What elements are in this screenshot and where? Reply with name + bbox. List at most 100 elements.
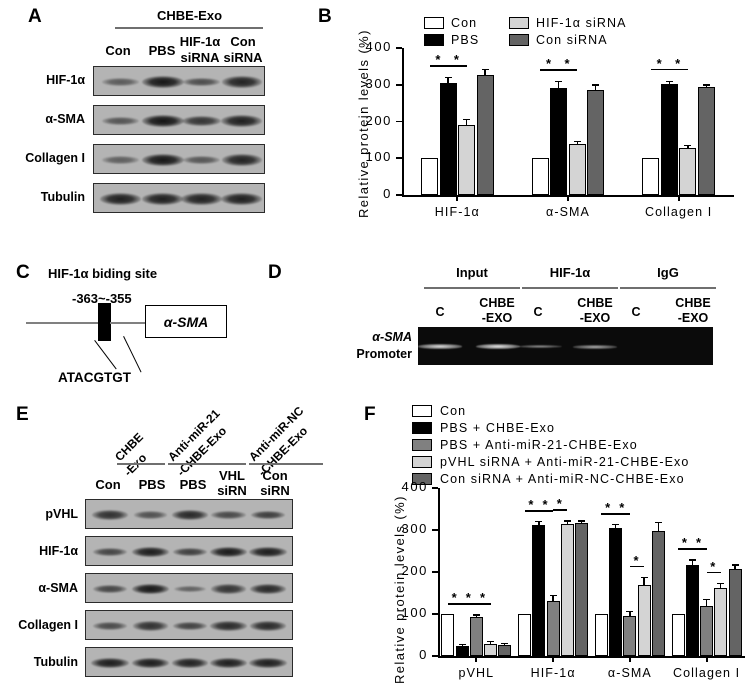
panel-d-group-rule-1 <box>522 287 618 289</box>
panel-b-sig-line-2-1 <box>669 68 688 71</box>
panel-a-blot-bands-1 <box>94 106 264 134</box>
panel-e-band-r0-l2 <box>171 510 209 520</box>
panel-b-xtick-label-2: Collagen I <box>645 205 713 219</box>
panel-b-y-axis <box>402 48 404 195</box>
panel-f-errorbar-3-4 <box>734 564 736 570</box>
panel-f-ytick-4 <box>432 487 438 489</box>
panel-f-sig-star-3-0: * <box>681 535 687 551</box>
panel-e-band-r1-l4 <box>249 546 287 558</box>
panel-f-ytick-label-2: 200 <box>401 563 428 578</box>
panel-b-errorcap-2-1 <box>665 80 673 82</box>
panel-b-ytick-label-0: 0 <box>383 186 392 201</box>
panel-e-lane-label-0: Con <box>95 477 121 492</box>
panel-e-band-r2-l4 <box>249 584 287 594</box>
panel-f-errorcap-3-2 <box>703 598 711 601</box>
panel-f-legend-item-0: Con <box>412 404 466 418</box>
panel-d-gel <box>418 327 713 365</box>
panel-c-binding-site-box <box>98 303 111 341</box>
panel-d-lane-label-3-line2: -EXO <box>579 311 611 325</box>
panel-f-legend-swatch-2 <box>412 439 432 451</box>
panel-c-leader-left <box>93 340 117 370</box>
panel-b-bar-1-0 <box>531 158 549 195</box>
panel-f-errorbar-1-2 <box>552 594 554 601</box>
panel-f-errorbar-1-4 <box>580 520 583 524</box>
panel-f-sig-star-3-1: * <box>696 535 702 551</box>
panel-a-lane-label-2-line2: siRNA <box>180 50 220 65</box>
panel-f-sig-line-3-1 <box>692 548 707 550</box>
panel-e-band-r3-l1 <box>132 621 169 631</box>
panel-e-blot-3 <box>85 610 293 640</box>
panel-f-bar-1-4 <box>575 523 589 656</box>
panel-b-sig-line-0-1 <box>448 65 467 67</box>
panel-b-errorbar-1-3 <box>595 84 597 90</box>
panel-a-band-r3-l3 <box>221 193 263 205</box>
panel-f-legend-item-3: pVHL siRNA + Anti-miR-21-CHBE-Exo <box>412 455 689 469</box>
panel-e-band-r0-l0 <box>92 510 128 520</box>
panel-c-promoter-line-left <box>26 322 148 324</box>
panel-b-bar-1-1 <box>550 87 568 195</box>
panel-f-errorbar-0-2 <box>475 614 478 618</box>
panel-d-row-label-2: Promoter <box>356 347 412 361</box>
panel-f-bar-1-1 <box>532 524 546 656</box>
panel-e-lane-label-4: Con <box>262 468 288 483</box>
panel-d-lane-label-3: CHBE <box>577 296 613 310</box>
panel-e-blot-1 <box>85 536 293 566</box>
panel-f-xtick-0 <box>475 656 478 662</box>
panel-a-lane-label-0: Con <box>105 43 131 58</box>
panel-c-gene-box: α-SMA <box>145 305 227 338</box>
panel-f-legend-item-4: Con siRNA + Anti-miR-NC-CHBE-Exo <box>412 472 685 486</box>
panel-c-promoter-line-right <box>110 322 145 324</box>
panel-b-ytick-label-4: 400 <box>365 39 392 54</box>
panel-b-xtick-label-1: α-SMA <box>546 205 590 219</box>
panel-f-sig-star-2-0: * <box>605 500 611 516</box>
panel-b-ytick-3 <box>396 83 402 86</box>
panel-f-xtick-label-3: Collagen I <box>672 666 741 680</box>
panel-d-lane-label-1: CHBE <box>479 296 515 310</box>
panel-a-row-label-0: HIF-1α <box>46 73 85 87</box>
panel-e-blot-bands-3 <box>86 611 292 639</box>
panel-b-legend-swatch-2 <box>509 17 529 29</box>
panel-b-sig-star-2-1: * <box>675 55 681 71</box>
panel-e-lane-label-4-line2: siRN <box>260 483 290 498</box>
panel-f-sig-line-1-1 <box>538 510 554 512</box>
panel-f-ytick-0 <box>432 655 438 657</box>
panel-e-rule-2 <box>168 463 246 465</box>
panel-f-bar-0-0 <box>441 614 455 656</box>
panel-a-blot-3 <box>93 183 265 213</box>
panel-c-position-label: -363~-355 <box>72 291 132 306</box>
panel-b-y-axis-label: Relative protein levels (%) <box>356 29 371 218</box>
panel-e-row-label-2: α-SMA <box>38 581 78 595</box>
panel-f-bar-3-0 <box>671 614 685 656</box>
panel-f-legend-swatch-4 <box>412 473 432 485</box>
panel-f-errorcap-0-1 <box>458 643 466 646</box>
panel-b-sig-star-1-1: * <box>564 56 570 72</box>
panel-a-blot-bands-0 <box>94 67 264 95</box>
panel-f-legend-label-0: Con <box>440 404 467 418</box>
panel-a-band-r3-l1 <box>142 193 184 205</box>
panel-e-band-r4-l3 <box>209 657 247 669</box>
panel-f-errorcap-3-1 <box>688 559 696 561</box>
panel-f-legend-swatch-1 <box>412 422 432 434</box>
panel-f-sig-star-1-2: * <box>556 496 562 512</box>
panel-a-blot-bands-2 <box>94 145 264 173</box>
panel-f-sig-star-3-2: * <box>710 558 716 574</box>
panel-b-legend-swatch-1 <box>424 34 444 46</box>
panel-f-errorcap-1-3 <box>563 520 571 522</box>
panel-f-sig-star-0-2: * <box>479 590 486 606</box>
panel-b-legend-label-1: PBS <box>451 33 480 47</box>
panel-d-group-rule-2 <box>620 287 716 289</box>
panel-e-band-r4-l2 <box>171 657 209 669</box>
panel-a-band-r0-l1 <box>142 75 184 89</box>
panel-b-bar-2-3 <box>697 86 715 195</box>
panel-f-sig-star-0-1: * <box>465 590 471 606</box>
panel-f-sig-line-1-2 <box>553 509 568 511</box>
panel-b-xtick-1 <box>567 195 569 201</box>
panel-f-bar-2-3 <box>637 584 651 656</box>
panel-a-row-label-1: α-SMA <box>45 112 85 126</box>
panel-f-errorcap-1-1 <box>535 521 543 523</box>
panel-d-lane-label-4: C <box>631 305 641 319</box>
panel-f-errorcap-2-2 <box>626 610 634 612</box>
panel-f-xtick-3 <box>705 656 708 662</box>
panel-b-sig-line-2-0 <box>650 68 670 71</box>
panel-a-group-rule <box>115 27 263 29</box>
